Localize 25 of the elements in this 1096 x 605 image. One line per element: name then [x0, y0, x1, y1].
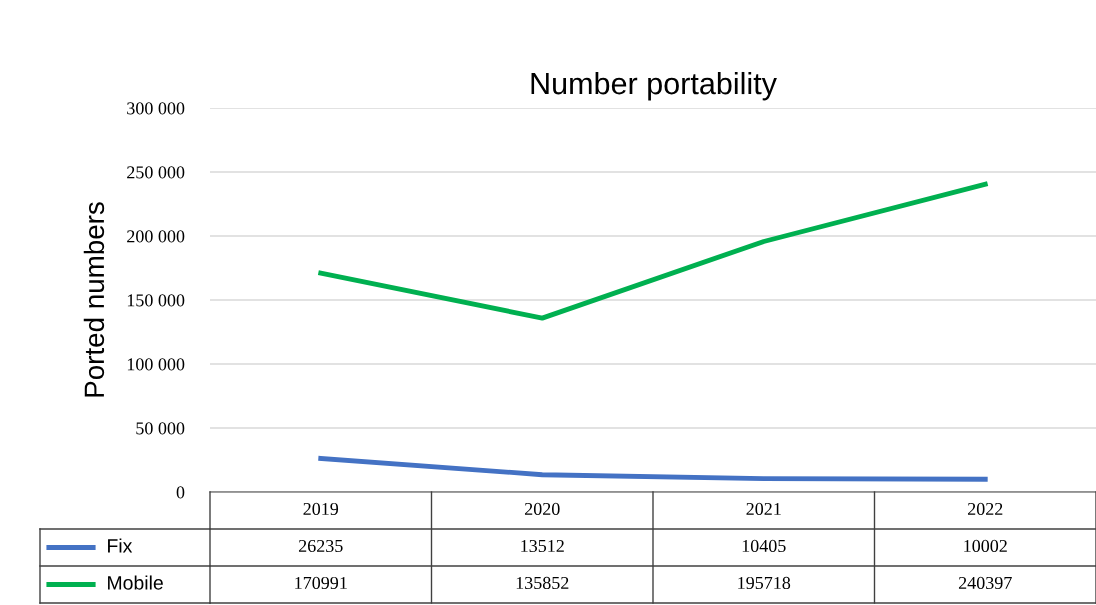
y-tick-label: 200 000 [127, 230, 185, 243]
x-tick-label: 2022 [967, 502, 1003, 516]
y-tick-label: 150 000 [127, 294, 185, 307]
legend-label: Mobile [108, 575, 163, 590]
data-label: 135852 [516, 576, 569, 590]
y-tick-label: 250 000 [127, 166, 185, 179]
x-tick-label: 2020 [524, 502, 560, 516]
data-label: 13512 [521, 539, 564, 553]
x-tick-label: 2021 [746, 502, 781, 516]
line-series [318, 455, 988, 482]
y-tick-label: 100 000 [127, 358, 185, 371]
data-label: 26235 [298, 539, 343, 553]
data-label: 10002 [964, 539, 1007, 553]
data-label: 10405 [742, 539, 786, 553]
data-label: 195718 [738, 576, 791, 590]
x-tick-label: 2019 [303, 502, 339, 516]
y-axis-title: Ported numbers [83, 202, 105, 397]
y-tick-label: 0 [176, 486, 185, 499]
y-tick-label: 50 000 [136, 422, 185, 435]
line-series [318, 181, 988, 321]
y-tick-label: 300 000 [127, 102, 185, 115]
chart-title: Number portability [531, 71, 777, 101]
data-label: 170991 [295, 576, 347, 590]
legend-label: Fix [108, 538, 133, 553]
data-label: 240397 [958, 576, 1012, 590]
